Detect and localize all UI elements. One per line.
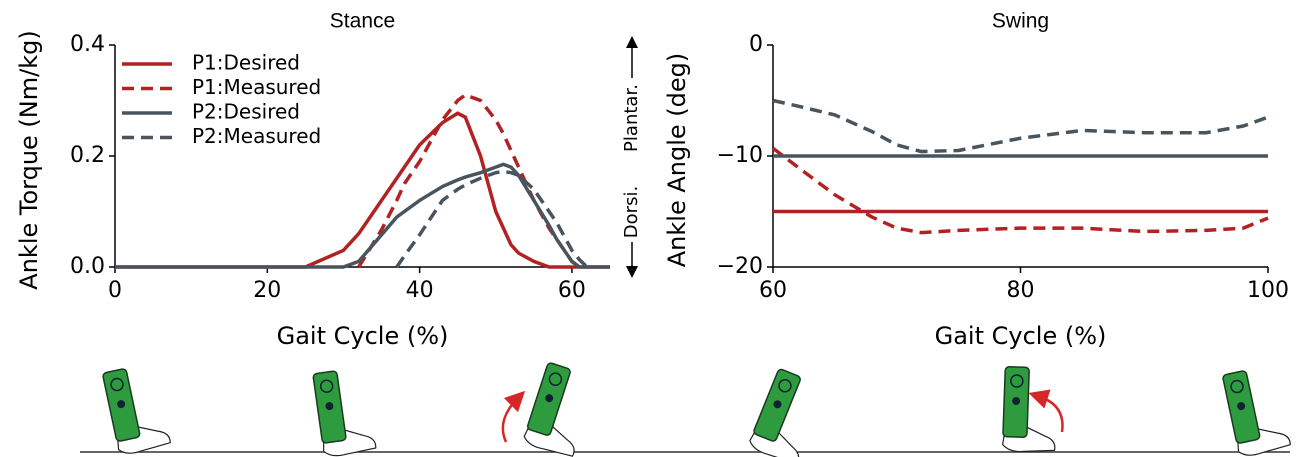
legend-label: P1:Desired bbox=[192, 51, 300, 75]
joint bbox=[319, 379, 334, 393]
motor bbox=[773, 400, 782, 409]
x-tick-label: 60 bbox=[759, 278, 787, 303]
rotation-arrow bbox=[1028, 389, 1064, 433]
series-line bbox=[772, 98, 1269, 154]
leg-icon bbox=[749, 368, 801, 457]
x-tick-label: 0 bbox=[108, 278, 122, 303]
chart-title: Swing bbox=[992, 10, 1049, 33]
y-tick-label: −10 bbox=[717, 143, 763, 168]
series-line bbox=[395, 169, 589, 269]
motor bbox=[1237, 402, 1246, 411]
gait-illustrations bbox=[80, 362, 1291, 457]
joint bbox=[1230, 379, 1244, 394]
annotation: Plantar. bbox=[621, 84, 642, 152]
y-tick-label: 0 bbox=[749, 32, 763, 57]
motor bbox=[325, 402, 334, 411]
motor bbox=[545, 394, 554, 403]
x-tick-label: 80 bbox=[1007, 278, 1035, 303]
x-tick-label: 100 bbox=[1247, 278, 1289, 303]
legend-label: P1:Measured bbox=[192, 75, 321, 99]
series-line bbox=[115, 111, 610, 269]
annotation: Dorsi. bbox=[621, 186, 642, 238]
motor bbox=[117, 400, 126, 409]
series-line bbox=[357, 92, 581, 269]
x-tick-label: 60 bbox=[558, 278, 586, 303]
y-tick-label: −20 bbox=[717, 254, 763, 279]
leg-icon bbox=[1001, 365, 1056, 453]
y-tick-label: 0.2 bbox=[70, 143, 105, 168]
y-axis-label: Ankle Angle (deg) bbox=[663, 53, 691, 267]
leg-icon bbox=[523, 362, 575, 457]
leg-icon bbox=[102, 368, 171, 454]
y-tick-label: 0.4 bbox=[70, 32, 105, 57]
y-axis-label: Ankle Torque (Nm/kg) bbox=[15, 30, 43, 289]
series-line bbox=[115, 162, 610, 269]
x-axis-label: Gait Cycle (%) bbox=[935, 322, 1107, 350]
rotation-arrow bbox=[501, 390, 526, 443]
legend-label: P2:Desired bbox=[192, 100, 300, 124]
joint bbox=[778, 378, 792, 393]
leg-icon bbox=[1222, 370, 1291, 456]
y-tick-label: 0.0 bbox=[70, 254, 105, 279]
joint bbox=[548, 372, 563, 386]
chart-title: Stance bbox=[330, 10, 395, 33]
joint bbox=[1010, 374, 1024, 388]
x-tick-label: 40 bbox=[406, 278, 434, 303]
legend-label: P2:Measured bbox=[192, 124, 321, 148]
joint bbox=[110, 377, 124, 392]
x-axis-label: Gait Cycle (%) bbox=[277, 322, 449, 350]
motor bbox=[1012, 397, 1021, 406]
leg-icon bbox=[312, 370, 377, 457]
series-line bbox=[771, 146, 1269, 235]
x-tick-label: 20 bbox=[253, 278, 281, 303]
